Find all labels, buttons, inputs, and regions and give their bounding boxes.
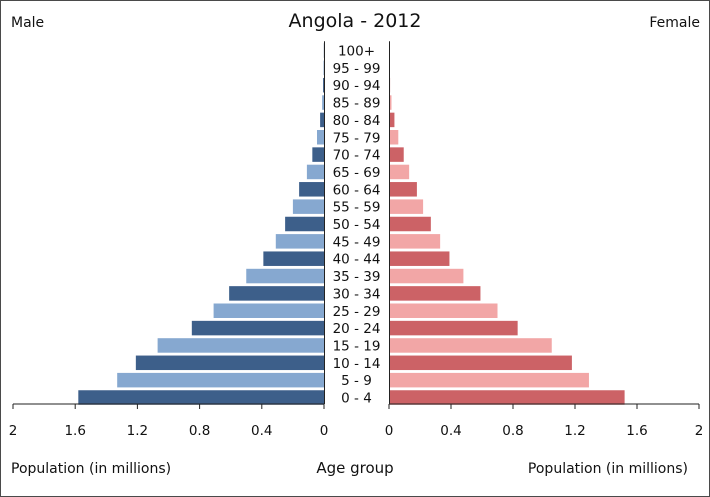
male-bar [322,95,324,110]
female-bar [389,164,410,180]
x-axis-label-right: Population (in millions) [528,461,688,477]
male-bar [117,372,324,388]
age-group-label: Age group [316,459,393,477]
female-tick-label: 0.4 [440,423,461,439]
axes: 0 0 0.4 0.4 0.8 0.8 1.2 1.2 1.6 1.6 2 2 [9,41,704,439]
female-bar [389,390,625,405]
female-tick-label: 1.2 [564,423,585,439]
female-bar [389,130,399,145]
age-group-tick-label: 5 - 9 [341,373,372,389]
male-tick-label: 0.8 [189,423,210,439]
age-group-tick-label: 30 - 34 [333,286,381,302]
age-group-tick-label: 50 - 54 [333,217,381,233]
male-bar [320,112,324,128]
female-bars [389,43,625,405]
female-bar [389,372,589,388]
female-bar [389,147,404,162]
female-label: Female [649,15,700,31]
male-bar [246,268,324,284]
male-bar [317,130,324,145]
x-axis-label-left: Population (in millions) [11,461,171,477]
male-bar [213,303,324,318]
female-bar [389,286,481,301]
female-bar [389,303,498,318]
age-group-tick-label: 35 - 39 [333,269,381,285]
male-bar [78,390,324,405]
female-tick-label: 2 [695,423,704,439]
age-group-tick-label: 20 - 24 [333,321,381,337]
female-bar [389,216,431,232]
female-bar [389,95,392,110]
male-bars [78,43,324,405]
age-group-tick-label: 15 - 19 [333,338,381,354]
male-bar [323,77,324,93]
age-group-tick-label: 80 - 84 [333,113,381,129]
female-bar [389,251,450,266]
age-group-tick-label: 55 - 59 [333,200,381,216]
male-tick-label: 1.2 [127,423,148,439]
age-group-tick-label: 85 - 89 [333,96,381,112]
age-group-tick-label: 45 - 49 [333,234,381,250]
female-bar [389,112,395,128]
male-bar [263,251,324,266]
female-bar [389,234,441,249]
age-group-tick-label: 90 - 94 [333,78,381,94]
female-bar [389,338,552,353]
male-bar [135,355,324,371]
female-tick-label: 0 [385,423,394,439]
age-group-tick-label: 70 - 74 [333,148,381,164]
male-label: Male [11,15,44,31]
age-group-tick-label: 25 - 29 [333,304,381,320]
male-bar [191,320,324,336]
age-group-tick-label: 65 - 69 [333,165,381,181]
male-bar [229,286,324,301]
female-tick-label: 1.6 [626,423,647,439]
male-bar [306,164,324,180]
female-tick-label: 0.8 [502,423,523,439]
age-group-tick-label: 0 - 4 [341,391,372,407]
female-bar [389,320,518,336]
age-group-tick-label: 100+ [338,44,375,60]
male-tick-label: 1.6 [64,423,85,439]
age-group-tick-label: 75 - 79 [333,130,381,146]
male-tick-label: 0 [320,423,329,439]
male-bar [157,338,324,353]
male-bar [299,182,324,197]
age-group-tick-label: 60 - 64 [333,182,381,198]
male-tick-label: 0.4 [251,423,272,439]
age-group-tick-label: 10 - 14 [333,356,381,372]
female-bar [389,268,464,284]
female-bar [389,199,424,214]
chart-title: Angola - 2012 [289,10,422,32]
male-bar [275,234,324,249]
male-bar [312,147,324,162]
male-bar [292,199,324,214]
male-bar [285,216,324,232]
age-group-tick-label: 95 - 99 [333,61,381,77]
male-tick-label: 2 [9,423,18,439]
female-bar [389,182,417,197]
female-bar [389,355,572,371]
age-group-tick-label: 40 - 44 [333,252,381,268]
